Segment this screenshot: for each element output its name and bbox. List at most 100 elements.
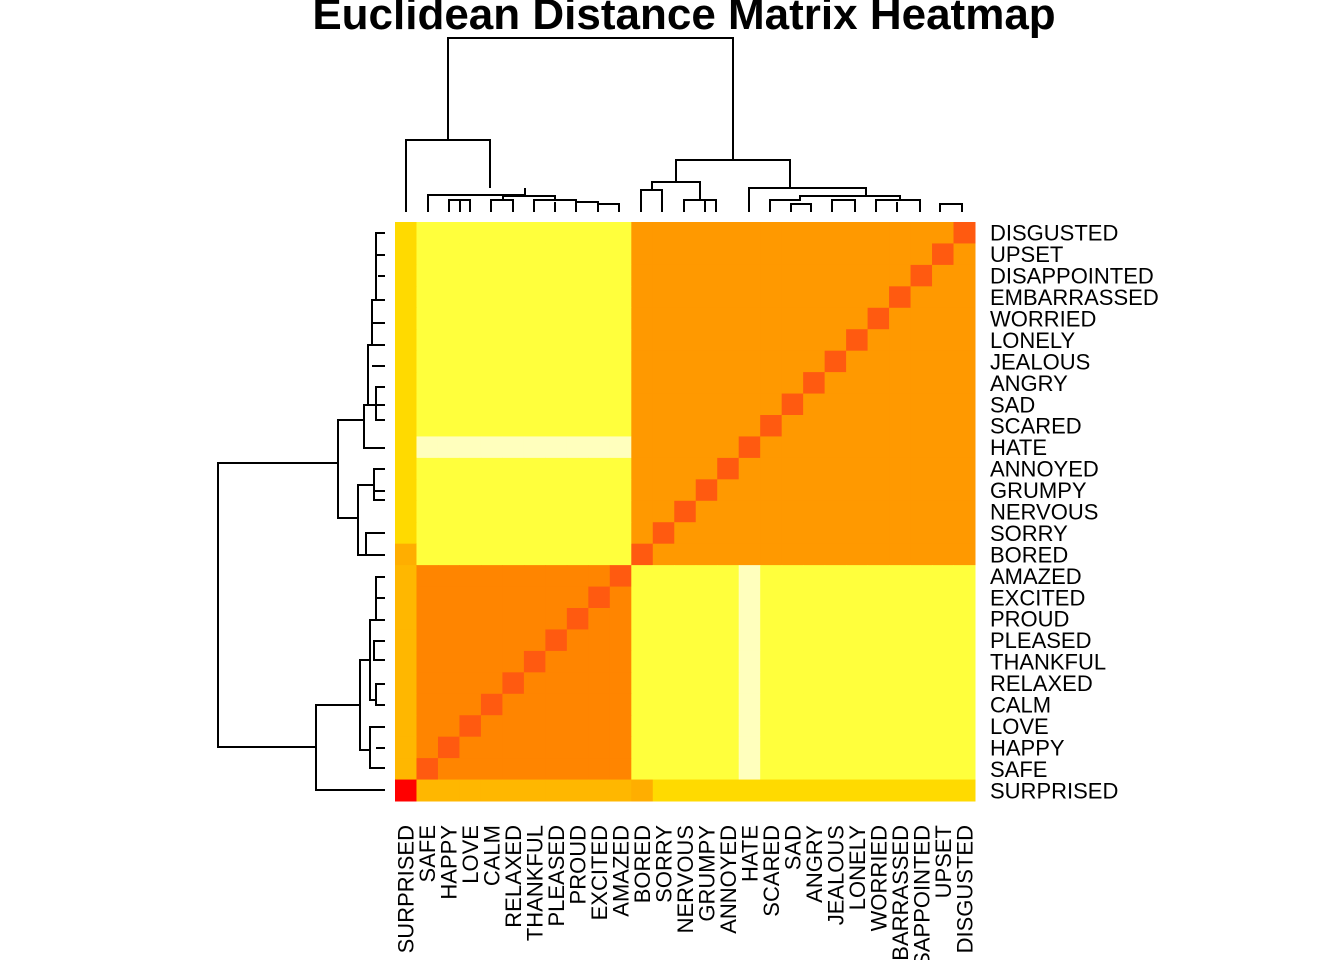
heatmap-cell [523,693,546,716]
heatmap-cell [437,650,460,673]
heatmap-cell [480,629,503,652]
dendrogram-branch [373,640,385,661]
heatmap-cell [588,264,611,287]
heatmap-cell [889,393,912,416]
heatmap-cell [631,457,654,480]
heatmap-cell [760,650,783,673]
heatmap-cell [566,586,589,609]
heatmap-cell [437,736,460,759]
heatmap-cell [609,586,632,609]
heatmap-cell [803,693,826,716]
heatmap-cell [867,608,890,630]
heatmap-cell [910,393,933,416]
heatmap-cell [609,522,632,545]
heatmap-cell [502,264,525,287]
column-label: SORRY [652,825,677,903]
row-label: WORRIED [990,307,1096,332]
heatmap-cell [566,672,589,695]
heatmap-cell [953,693,976,716]
dendrogram-branch [315,704,385,791]
heatmap-cell [652,672,675,695]
heatmap-cell [910,543,933,566]
heatmap-cell [652,629,675,652]
heatmap-cell [760,586,783,609]
heatmap-cell [846,586,869,609]
heatmap-cell [545,693,568,716]
heatmap-cell [652,222,675,244]
heatmap-cell [395,586,417,609]
heatmap-cell [953,372,976,395]
row-label: SCARED [990,414,1082,439]
heatmap-cell [523,586,546,609]
row-label: DISAPPOINTED [990,264,1154,289]
heatmap-cell [846,393,869,416]
heatmap-cell [395,672,417,695]
heatmap-cell [459,629,482,652]
column-label: SAFE [415,825,440,882]
heatmap-cell [631,243,654,266]
heatmap-cell [717,779,740,802]
heatmap-cell [395,629,417,652]
heatmap-cell [738,693,761,716]
heatmap-cell [867,393,890,416]
heatmap-cell [674,629,697,652]
heatmap-cell [781,286,804,309]
heatmap-cell [523,565,546,588]
heatmap-cell [846,693,869,716]
heatmap-cell [695,650,718,673]
column-label: UPSET [931,825,956,898]
heatmap-cell [480,672,503,695]
heatmap-cell [652,736,675,759]
heatmap-cell [738,372,761,395]
row-label: THANKFUL [990,650,1106,675]
heatmap-cell [910,736,933,759]
column-label: EXCITED [587,825,612,920]
heatmap-cell [824,243,847,266]
heatmap-cell [480,350,503,373]
heatmap-cell [566,479,589,502]
heatmap-cell [932,243,955,266]
heatmap-cell [824,350,847,373]
heatmap-cell [523,715,546,738]
heatmap-cell [437,286,460,309]
heatmap-cell [781,736,804,759]
heatmap-cell [781,436,804,459]
dendrogram-branch [748,187,867,212]
heatmap-cell [674,779,697,802]
heatmap-cell [459,500,482,523]
heatmap-cell [738,457,761,480]
heatmap-cell [760,479,783,502]
heatmap-cell [523,415,546,437]
heatmap-cell [416,650,439,673]
heatmap-cell [395,350,417,373]
heatmap-cell [889,736,912,759]
heatmap-cell [717,629,740,652]
heatmap-cell [416,307,439,330]
heatmap-cell [523,329,546,352]
heatmap-cell [609,286,632,309]
heatmap-cell [695,415,718,437]
heatmap-cell [932,479,955,502]
column-label: LONELY [845,825,870,911]
heatmap-cell [652,608,675,630]
heatmap-cell [545,286,568,309]
heatmap-cell [717,586,740,609]
dendrogram-branch [683,199,717,212]
heatmap-cell [416,286,439,309]
heatmap-cell [803,436,826,459]
heatmap-cell [566,286,589,309]
heatmap-cell [824,479,847,502]
heatmap-cell [889,350,912,373]
heatmap-cell [803,565,826,588]
heatmap-cell [781,758,804,781]
heatmap-cell [846,222,869,244]
heatmap-cell [566,693,589,716]
heatmap-cell [953,715,976,738]
heatmap-cell [781,307,804,330]
heatmap-cell [674,586,697,609]
heatmap-cell [824,457,847,480]
heatmap-cell [717,672,740,695]
heatmap-cell [695,457,718,480]
heatmap-cell [803,350,826,373]
heatmap-cell [695,479,718,502]
